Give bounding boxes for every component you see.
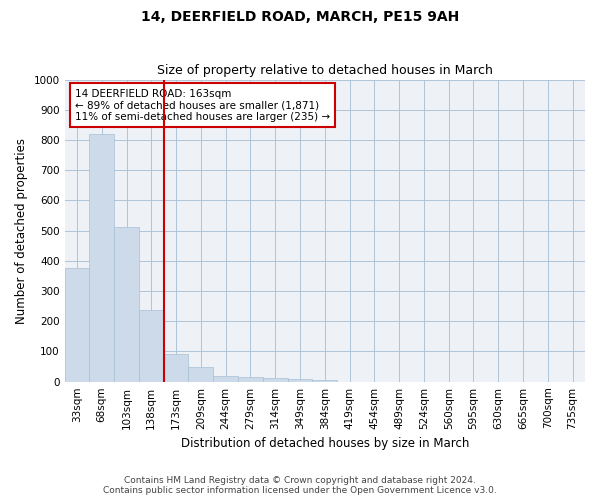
Bar	[188, 366, 213, 382]
Bar	[164, 354, 188, 382]
Bar	[213, 376, 238, 382]
Bar	[238, 377, 263, 382]
Bar	[287, 380, 313, 382]
Text: 14, DEERFIELD ROAD, MARCH, PE15 9AH: 14, DEERFIELD ROAD, MARCH, PE15 9AH	[141, 10, 459, 24]
X-axis label: Distribution of detached houses by size in March: Distribution of detached houses by size …	[181, 437, 469, 450]
Text: Contains HM Land Registry data © Crown copyright and database right 2024.
Contai: Contains HM Land Registry data © Crown c…	[103, 476, 497, 495]
Bar	[89, 134, 114, 382]
Bar	[65, 268, 89, 382]
Bar	[139, 310, 164, 382]
Y-axis label: Number of detached properties: Number of detached properties	[15, 138, 28, 324]
Bar	[114, 227, 139, 382]
Title: Size of property relative to detached houses in March: Size of property relative to detached ho…	[157, 64, 493, 77]
Text: 14 DEERFIELD ROAD: 163sqm
← 89% of detached houses are smaller (1,871)
11% of se: 14 DEERFIELD ROAD: 163sqm ← 89% of detac…	[75, 88, 330, 122]
Bar	[313, 380, 337, 382]
Bar	[263, 378, 287, 382]
